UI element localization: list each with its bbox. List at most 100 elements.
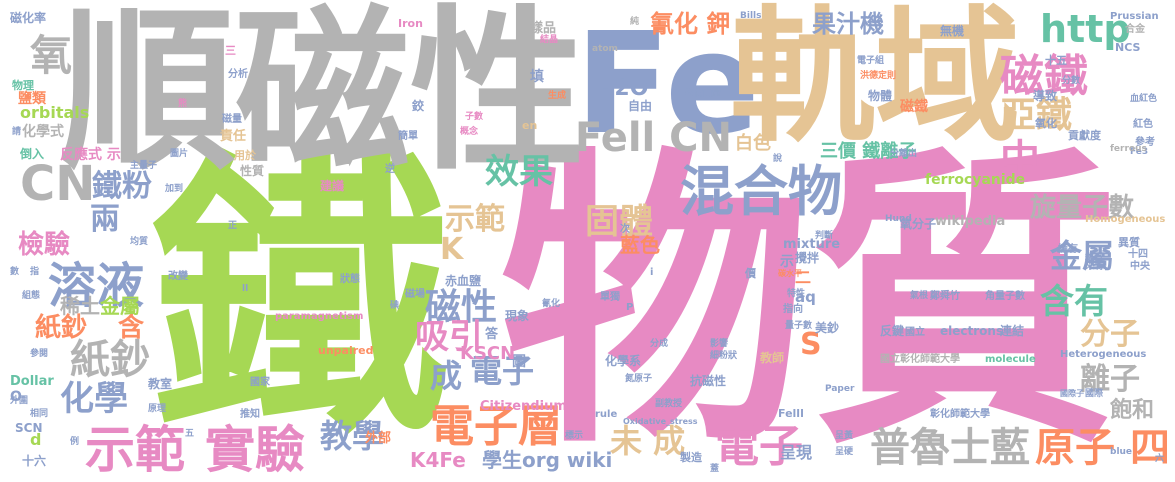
word-classroom: 教室: [148, 377, 173, 391]
word-chem-dept: 化學系: [605, 354, 642, 368]
word-aq: aq: [795, 288, 816, 306]
word-ncs: NCS: [1115, 41, 1141, 54]
word-influence: 影響: [710, 339, 729, 349]
word-link: 連結: [1000, 324, 1025, 338]
word-ncue-short: 彰化師範大學: [930, 409, 990, 420]
word-reverse: 逆: [385, 164, 395, 175]
word-see: 參閱: [30, 349, 49, 359]
word-solution: 溶液: [48, 258, 145, 314]
word-juicer: 果汁機: [812, 10, 884, 38]
word-teaching: 教學: [320, 417, 385, 455]
word-electron-big: 電子: [715, 421, 803, 472]
word-add-to: 加到: [165, 184, 184, 194]
word-source: 來源: [1085, 261, 1105, 272]
word-cause: 導致: [1033, 89, 1058, 103]
word-effect: 效果: [485, 152, 553, 192]
word-electron-mid: 電子: [470, 352, 535, 390]
word-national: 國立: [905, 327, 925, 338]
word-red-prussiate: 赤血鹽: [445, 274, 482, 288]
word-contribution: 貢獻度: [1068, 129, 1101, 142]
word-appear: 呈現: [780, 443, 813, 462]
word-configuration: 組態: [22, 291, 41, 301]
word-reaction: 反應式 示: [60, 147, 121, 163]
word-prussian-blue: 普魯士藍: [870, 425, 1030, 471]
word-contain: 含有: [1040, 282, 1108, 322]
word-kscn: KSCN: [460, 343, 516, 364]
word-hinge: 鉸: [412, 99, 425, 113]
word-divide: 分成: [650, 339, 669, 349]
word-fe3: Fe3: [1130, 147, 1149, 157]
word-oxidative-stress: Oxidative_stress: [623, 417, 698, 426]
word-change: 改變: [168, 271, 188, 282]
word-en: en: [522, 119, 538, 132]
word-iron: 鐵: [150, 125, 450, 474]
word-red: 紅色: [1133, 119, 1153, 130]
word-angular-qn: 角量子數: [985, 291, 1025, 302]
word-alloy: 合金: [1125, 24, 1145, 35]
word-present-hard: 呈硬: [835, 447, 854, 457]
word-responsibility: 責任: [220, 129, 247, 144]
word-label: 標示: [565, 431, 584, 441]
word-periphery: 外圍: [10, 396, 29, 406]
word-felll: Felll: [778, 407, 804, 420]
word-scn: SCN: [15, 421, 43, 435]
word-example: 例: [70, 437, 80, 447]
word-orbitals: orbitals: [20, 103, 90, 122]
word-paramagnetism-en: paramagnetism: [275, 311, 364, 322]
word-ncue: 國立彰化師範大學: [880, 354, 960, 365]
word-fifteen: 十五: [1045, 54, 1067, 67]
word-sub-number: 子數: [465, 112, 484, 122]
word-solid: 固體: [585, 202, 653, 242]
word-rare-earth: 稀土: [60, 294, 100, 318]
word-wikipedia: wikipedia: [935, 214, 1006, 229]
word-separate-out: 分離出: [890, 149, 918, 159]
word-suggest: 建議: [320, 179, 345, 193]
word-fill: 填: [530, 69, 544, 85]
word-magnetic-field: 磁場: [405, 289, 425, 300]
word-blue-en: blue: [1110, 447, 1133, 457]
word-attract: 吸引: [415, 317, 483, 357]
word-unpaired-en: unpaired: [318, 344, 374, 357]
word-spin-qn: 旋量子數: [1030, 193, 1135, 223]
word-three: 三: [225, 44, 236, 57]
word-used-for: 用於: [234, 149, 256, 162]
word-hund: Hund: [885, 214, 912, 224]
word-blue: 藍色: [620, 233, 660, 257]
word-demo: 示範: [85, 421, 185, 479]
word-times: 次: [620, 224, 630, 235]
word-ferrocyanide: ferrocyanide: [925, 172, 1026, 188]
word-demo-small: 示範: [445, 202, 505, 237]
word-magnetization: 磁化向量: [685, 89, 722, 99]
word-infer: 推知: [240, 409, 260, 420]
word-rule: rule: [595, 409, 618, 420]
word-figure: 圖: [512, 354, 526, 370]
word-carb-level: 碳水平: [778, 269, 802, 278]
word-dollar: Dollar: [10, 374, 54, 389]
word-stir: 攪拌: [795, 251, 820, 265]
word-characteristic: 特性: [787, 289, 806, 299]
word-sixteen: 十六: [22, 454, 47, 468]
word-inorganic: 無機: [940, 24, 965, 38]
word-magnet: 磁鐵: [1000, 51, 1088, 102]
word-diamagnetism: 抗磁性: [690, 374, 727, 388]
word-judge: 判斷: [815, 231, 834, 241]
word-electron-group: 電子組: [857, 56, 885, 66]
word-electrons-en: electrons: [940, 324, 1004, 338]
word-finger: 指: [30, 267, 40, 277]
word-form: 成: [430, 357, 463, 395]
word-atom: 原子: [1035, 425, 1115, 471]
word-free: 自由: [628, 99, 653, 113]
word-s: S: [800, 327, 822, 362]
word-oxygen: 氧: [30, 31, 73, 80]
word-mixture: 混合物: [680, 160, 842, 223]
word-citizendium: Citizendium: [480, 399, 567, 414]
word-paper: Paper: [825, 384, 855, 394]
word-cyanide: 氰化: [542, 299, 561, 309]
word-oxygen-molecule: 氧分子: [900, 217, 937, 231]
word-phenomenon: 現象: [505, 309, 530, 323]
word-called: 稱為: [1085, 254, 1104, 264]
word-magnet-orange: 磁鐵: [900, 99, 928, 115]
word-two: 兩: [90, 202, 120, 237]
word-crystal: 結晶: [540, 35, 559, 45]
